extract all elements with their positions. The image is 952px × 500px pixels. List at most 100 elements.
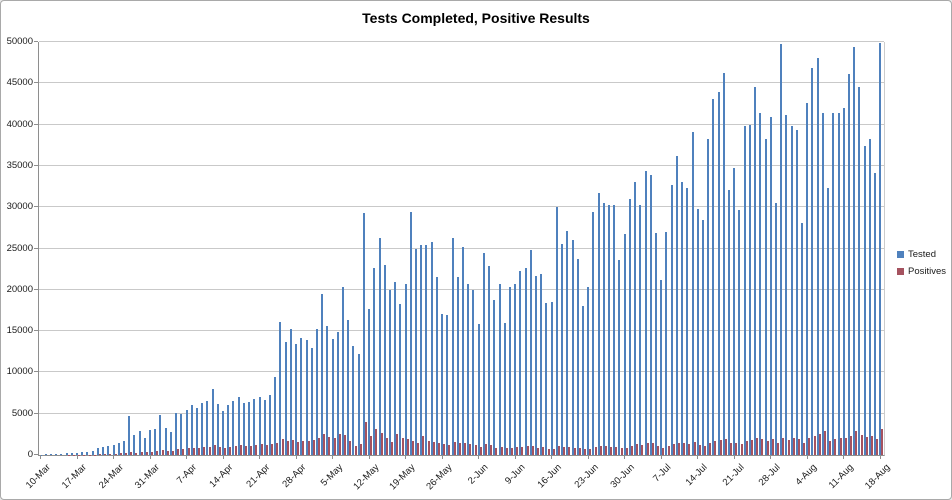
tested-bar	[618, 260, 621, 455]
tested-bar	[540, 274, 543, 455]
y-tick-label: 40000	[6, 118, 33, 130]
tested-bar	[388, 290, 391, 455]
tested-bar	[216, 403, 219, 455]
positives-bar	[511, 447, 514, 455]
positives-bar	[177, 449, 180, 455]
tested-bar	[759, 113, 762, 455]
tested-bar	[373, 268, 376, 455]
tested-bar	[169, 431, 172, 455]
positives-bar	[604, 446, 607, 455]
positives-bar	[281, 439, 284, 455]
chart-title: Tests Completed, Positive Results	[362, 10, 590, 26]
positives-bar	[490, 445, 493, 455]
tested-bar	[581, 305, 584, 455]
x-tick-mark	[295, 455, 297, 459]
positives-bar	[130, 451, 133, 455]
positives-bar	[104, 454, 107, 455]
positives-bar	[156, 451, 159, 455]
positives-bar	[557, 445, 560, 455]
positives-bar	[391, 441, 394, 455]
tested-bar	[774, 203, 777, 455]
tested-bar	[545, 303, 548, 455]
positives-bar	[568, 446, 571, 455]
positives-bar	[208, 446, 211, 455]
positives-bar	[422, 436, 425, 455]
tested-bar	[326, 326, 329, 455]
tested-bar	[821, 113, 824, 455]
x-tick-label: 28-Apr	[280, 462, 309, 490]
positives-bar	[782, 437, 785, 455]
positives-bar	[458, 443, 461, 455]
tested-bar	[519, 271, 522, 455]
tested-bar	[733, 167, 736, 455]
positives-bar	[265, 444, 268, 455]
x-tick-mark	[441, 455, 443, 459]
tested-bar	[357, 353, 360, 455]
positives-bar	[677, 442, 680, 455]
positives-bar	[401, 437, 404, 455]
tested-bar	[686, 188, 689, 455]
positives-bar	[119, 453, 122, 455]
positives-bar	[829, 440, 832, 455]
positives-swatch-icon	[897, 268, 904, 275]
positives-bar	[271, 443, 274, 455]
gridline	[39, 330, 884, 332]
gridline	[39, 288, 884, 290]
y-tick-mark	[34, 164, 38, 166]
y-tick-label: 35000	[6, 159, 33, 171]
y-tick-mark	[34, 41, 38, 42]
tested-bar	[472, 290, 475, 455]
tested-bar	[467, 283, 470, 455]
tested-bar	[49, 454, 52, 455]
y-tick-mark	[34, 206, 38, 208]
x-tick-label: 7-Jul	[651, 462, 674, 485]
positives-bar	[855, 431, 858, 455]
tested-bar	[55, 453, 58, 455]
x-tick-mark	[806, 455, 808, 459]
positives-bar	[761, 439, 764, 455]
positives-bar	[344, 435, 347, 455]
tested-bar	[488, 266, 491, 455]
tested-bar	[185, 409, 188, 455]
x-tick-label: 18-Aug	[863, 462, 893, 492]
positives-bar	[834, 439, 837, 455]
positives-bar	[594, 446, 597, 455]
tested-bar	[769, 116, 772, 455]
positives-bar	[328, 436, 331, 455]
x-tick-label: 14-Jul	[683, 462, 711, 489]
x-tick-mark	[113, 455, 114, 459]
positives-bar	[662, 447, 665, 455]
tested-bar	[44, 454, 47, 455]
positives-bar	[578, 447, 581, 455]
tested-bar	[201, 402, 204, 455]
x-tick-mark	[186, 455, 187, 459]
positives-bar	[375, 429, 378, 455]
positives-bar	[787, 440, 790, 455]
positives-bar	[250, 445, 253, 455]
x-tick-label: 14-Apr	[207, 462, 236, 490]
tested-bar	[310, 347, 313, 455]
tested-bar	[592, 212, 595, 455]
positives-bar	[641, 445, 644, 455]
positives-bar	[484, 444, 487, 455]
positives-bar	[672, 444, 675, 455]
positives-bar	[469, 444, 472, 455]
tested-bar	[425, 245, 428, 455]
x-tick-mark	[405, 455, 407, 459]
y-tick-mark	[34, 454, 38, 455]
tested-bar	[707, 138, 710, 455]
tested-bar	[143, 437, 146, 455]
positives-bar	[500, 446, 503, 455]
tested-bar	[681, 182, 684, 455]
positives-bar	[589, 448, 592, 455]
tested-bar	[362, 212, 365, 455]
tested-bar	[248, 402, 251, 455]
tested-bar	[754, 87, 757, 455]
gridline	[39, 41, 884, 42]
tested-bar	[801, 222, 804, 455]
tested-bar	[232, 401, 235, 455]
tested-bar	[738, 209, 741, 455]
x-tick-label: 30-Jun	[608, 462, 637, 491]
positives-bar	[312, 440, 315, 455]
tested-bar	[535, 276, 538, 455]
